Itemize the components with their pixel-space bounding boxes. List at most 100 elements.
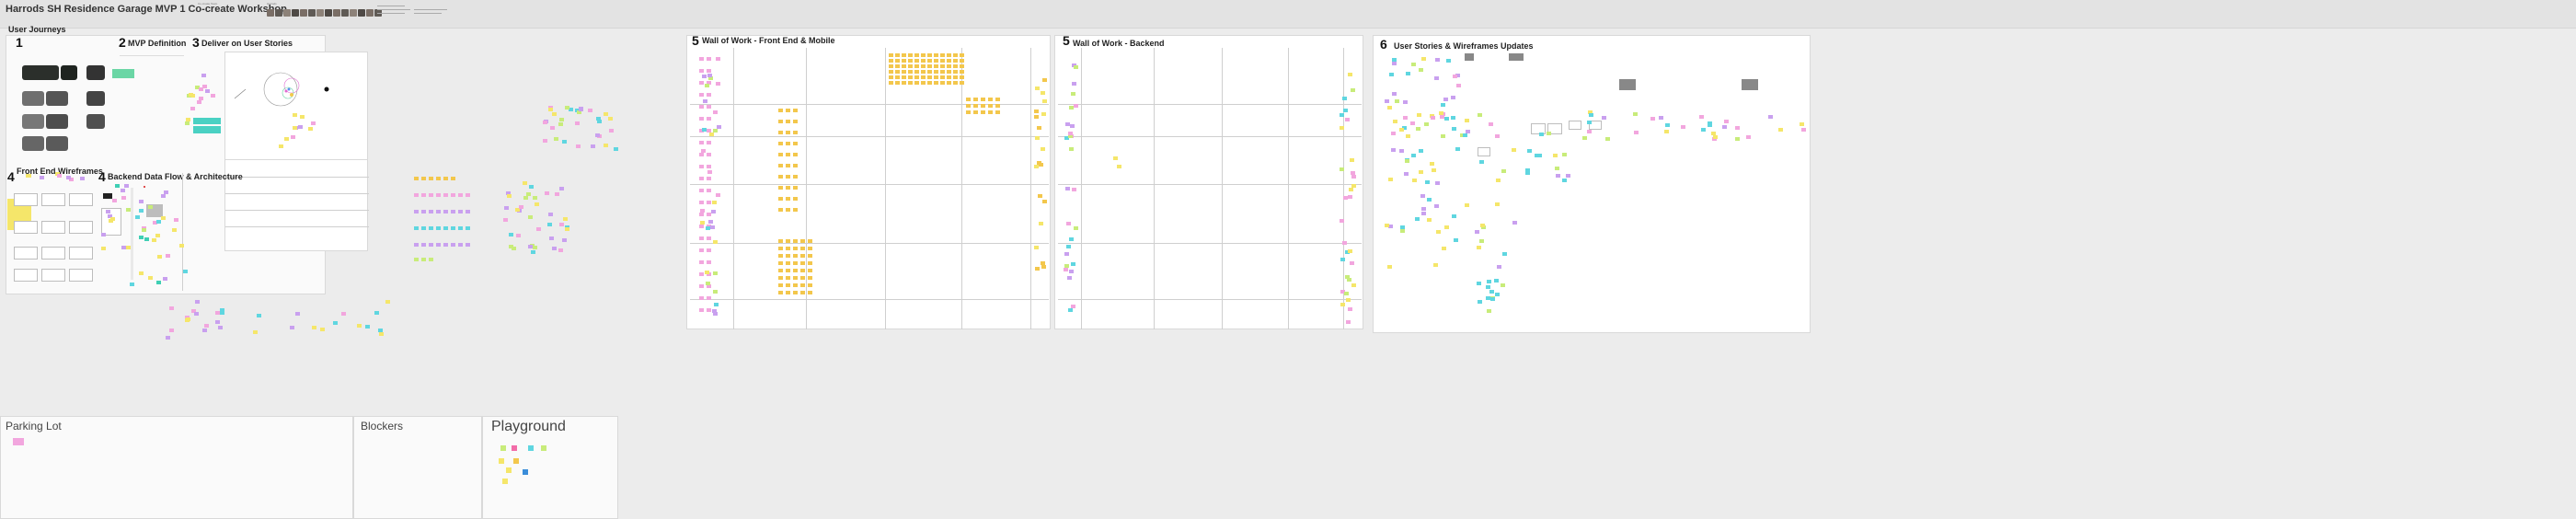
sticky-note[interactable] — [614, 147, 618, 151]
sticky-note[interactable] — [436, 226, 441, 230]
sticky-note[interactable] — [533, 246, 537, 249]
sticky-note[interactable] — [466, 226, 470, 230]
sticky-note[interactable] — [562, 140, 567, 144]
sticky-note[interactable] — [543, 139, 547, 143]
sticky-note[interactable] — [548, 108, 553, 111]
sticky-note[interactable] — [519, 205, 523, 209]
sticky-note[interactable] — [509, 245, 513, 248]
sticky-note[interactable] — [604, 112, 608, 116]
sticky-note[interactable] — [558, 122, 563, 126]
sticky-note[interactable] — [597, 120, 602, 123]
sticky-note[interactable] — [451, 210, 455, 213]
sticky-note[interactable] — [451, 226, 455, 230]
sticky-note[interactable] — [595, 133, 600, 137]
sticky-note[interactable] — [421, 243, 426, 247]
sticky-note[interactable] — [421, 177, 426, 180]
sticky-note[interactable] — [512, 247, 516, 250]
sticky-note[interactable] — [429, 193, 433, 197]
sticky-note[interactable] — [523, 196, 528, 200]
sticky-note[interactable] — [529, 185, 534, 189]
sticky-note[interactable] — [575, 121, 580, 125]
sticky-note[interactable] — [458, 226, 463, 230]
sticky-note[interactable] — [429, 177, 433, 180]
sticky-note[interactable] — [576, 144, 581, 148]
sticky-note[interactable] — [565, 106, 569, 110]
sticky-note[interactable] — [575, 109, 580, 112]
sticky-note[interactable] — [414, 226, 419, 230]
sticky-note[interactable] — [451, 243, 455, 247]
sticky-note[interactable] — [451, 177, 455, 180]
sticky-note[interactable] — [604, 144, 608, 147]
sticky-note[interactable] — [543, 121, 547, 124]
sticky-note[interactable] — [552, 112, 557, 116]
sticky-note[interactable] — [535, 202, 539, 206]
sticky-note[interactable] — [559, 223, 564, 226]
sticky-note[interactable] — [552, 247, 557, 250]
sticky-note[interactable] — [509, 233, 513, 236]
sticky-note[interactable] — [421, 210, 426, 213]
sticky-note[interactable] — [443, 226, 448, 230]
sticky-note[interactable] — [609, 129, 614, 133]
sticky-note[interactable] — [579, 108, 583, 111]
sticky-note[interactable] — [608, 117, 613, 121]
sticky-note[interactable] — [421, 226, 426, 230]
sticky-note[interactable] — [526, 192, 531, 196]
sticky-note[interactable] — [558, 248, 563, 252]
sticky-note[interactable] — [443, 193, 448, 197]
sticky-note[interactable] — [530, 244, 535, 248]
sticky-note[interactable] — [466, 243, 470, 247]
sticky-note[interactable] — [596, 117, 601, 121]
sticky-note[interactable] — [545, 191, 549, 195]
sticky-note[interactable] — [436, 177, 441, 180]
sticky-note[interactable] — [429, 258, 433, 261]
sticky-note[interactable] — [544, 120, 548, 123]
sticky-note[interactable] — [562, 238, 567, 242]
sticky-note[interactable] — [516, 234, 521, 237]
sticky-note[interactable] — [528, 245, 533, 248]
sticky-note[interactable] — [559, 118, 564, 121]
sticky-note[interactable] — [414, 177, 419, 180]
sticky-note[interactable] — [436, 243, 441, 247]
sticky-note[interactable] — [436, 193, 441, 197]
sticky-note[interactable] — [421, 193, 426, 197]
sticky-note[interactable] — [429, 243, 433, 247]
sticky-note[interactable] — [555, 192, 559, 196]
sticky-note[interactable] — [597, 134, 602, 138]
sticky-note[interactable] — [429, 226, 433, 230]
sticky-note[interactable] — [536, 227, 541, 231]
sticky-note[interactable] — [548, 213, 553, 216]
sticky-note[interactable] — [548, 106, 553, 110]
sticky-note[interactable] — [458, 243, 463, 247]
sticky-note[interactable] — [565, 227, 569, 231]
sticky-note[interactable] — [443, 210, 448, 213]
sticky-note[interactable] — [504, 206, 509, 210]
sticky-note[interactable] — [436, 210, 441, 213]
sticky-note[interactable] — [506, 191, 511, 195]
sticky-note[interactable] — [559, 187, 564, 190]
sticky-note[interactable] — [591, 144, 595, 148]
sticky-note[interactable] — [588, 109, 592, 112]
sticky-note[interactable] — [577, 110, 581, 114]
sticky-note[interactable] — [414, 193, 419, 197]
sticky-note[interactable] — [503, 218, 508, 222]
sticky-note[interactable] — [458, 210, 463, 213]
sticky-note[interactable] — [451, 193, 455, 197]
sticky-note[interactable] — [466, 193, 470, 197]
sticky-note[interactable] — [550, 126, 555, 130]
sticky-note[interactable] — [533, 196, 537, 200]
sticky-note[interactable] — [528, 215, 533, 219]
sticky-note[interactable] — [515, 208, 520, 212]
sticky-note[interactable] — [466, 210, 470, 213]
sticky-note[interactable] — [549, 236, 554, 240]
sticky-note[interactable] — [547, 223, 552, 226]
sticky-note[interactable] — [563, 217, 568, 221]
sticky-note[interactable] — [429, 210, 433, 213]
sticky-note[interactable] — [421, 258, 426, 261]
sticky-note[interactable] — [523, 181, 527, 185]
sticky-note[interactable] — [531, 250, 535, 254]
sticky-note[interactable] — [458, 193, 463, 197]
sticky-note[interactable] — [579, 107, 583, 110]
sticky-note[interactable] — [554, 137, 558, 141]
sticky-note[interactable] — [414, 243, 419, 247]
sticky-note[interactable] — [569, 108, 573, 111]
